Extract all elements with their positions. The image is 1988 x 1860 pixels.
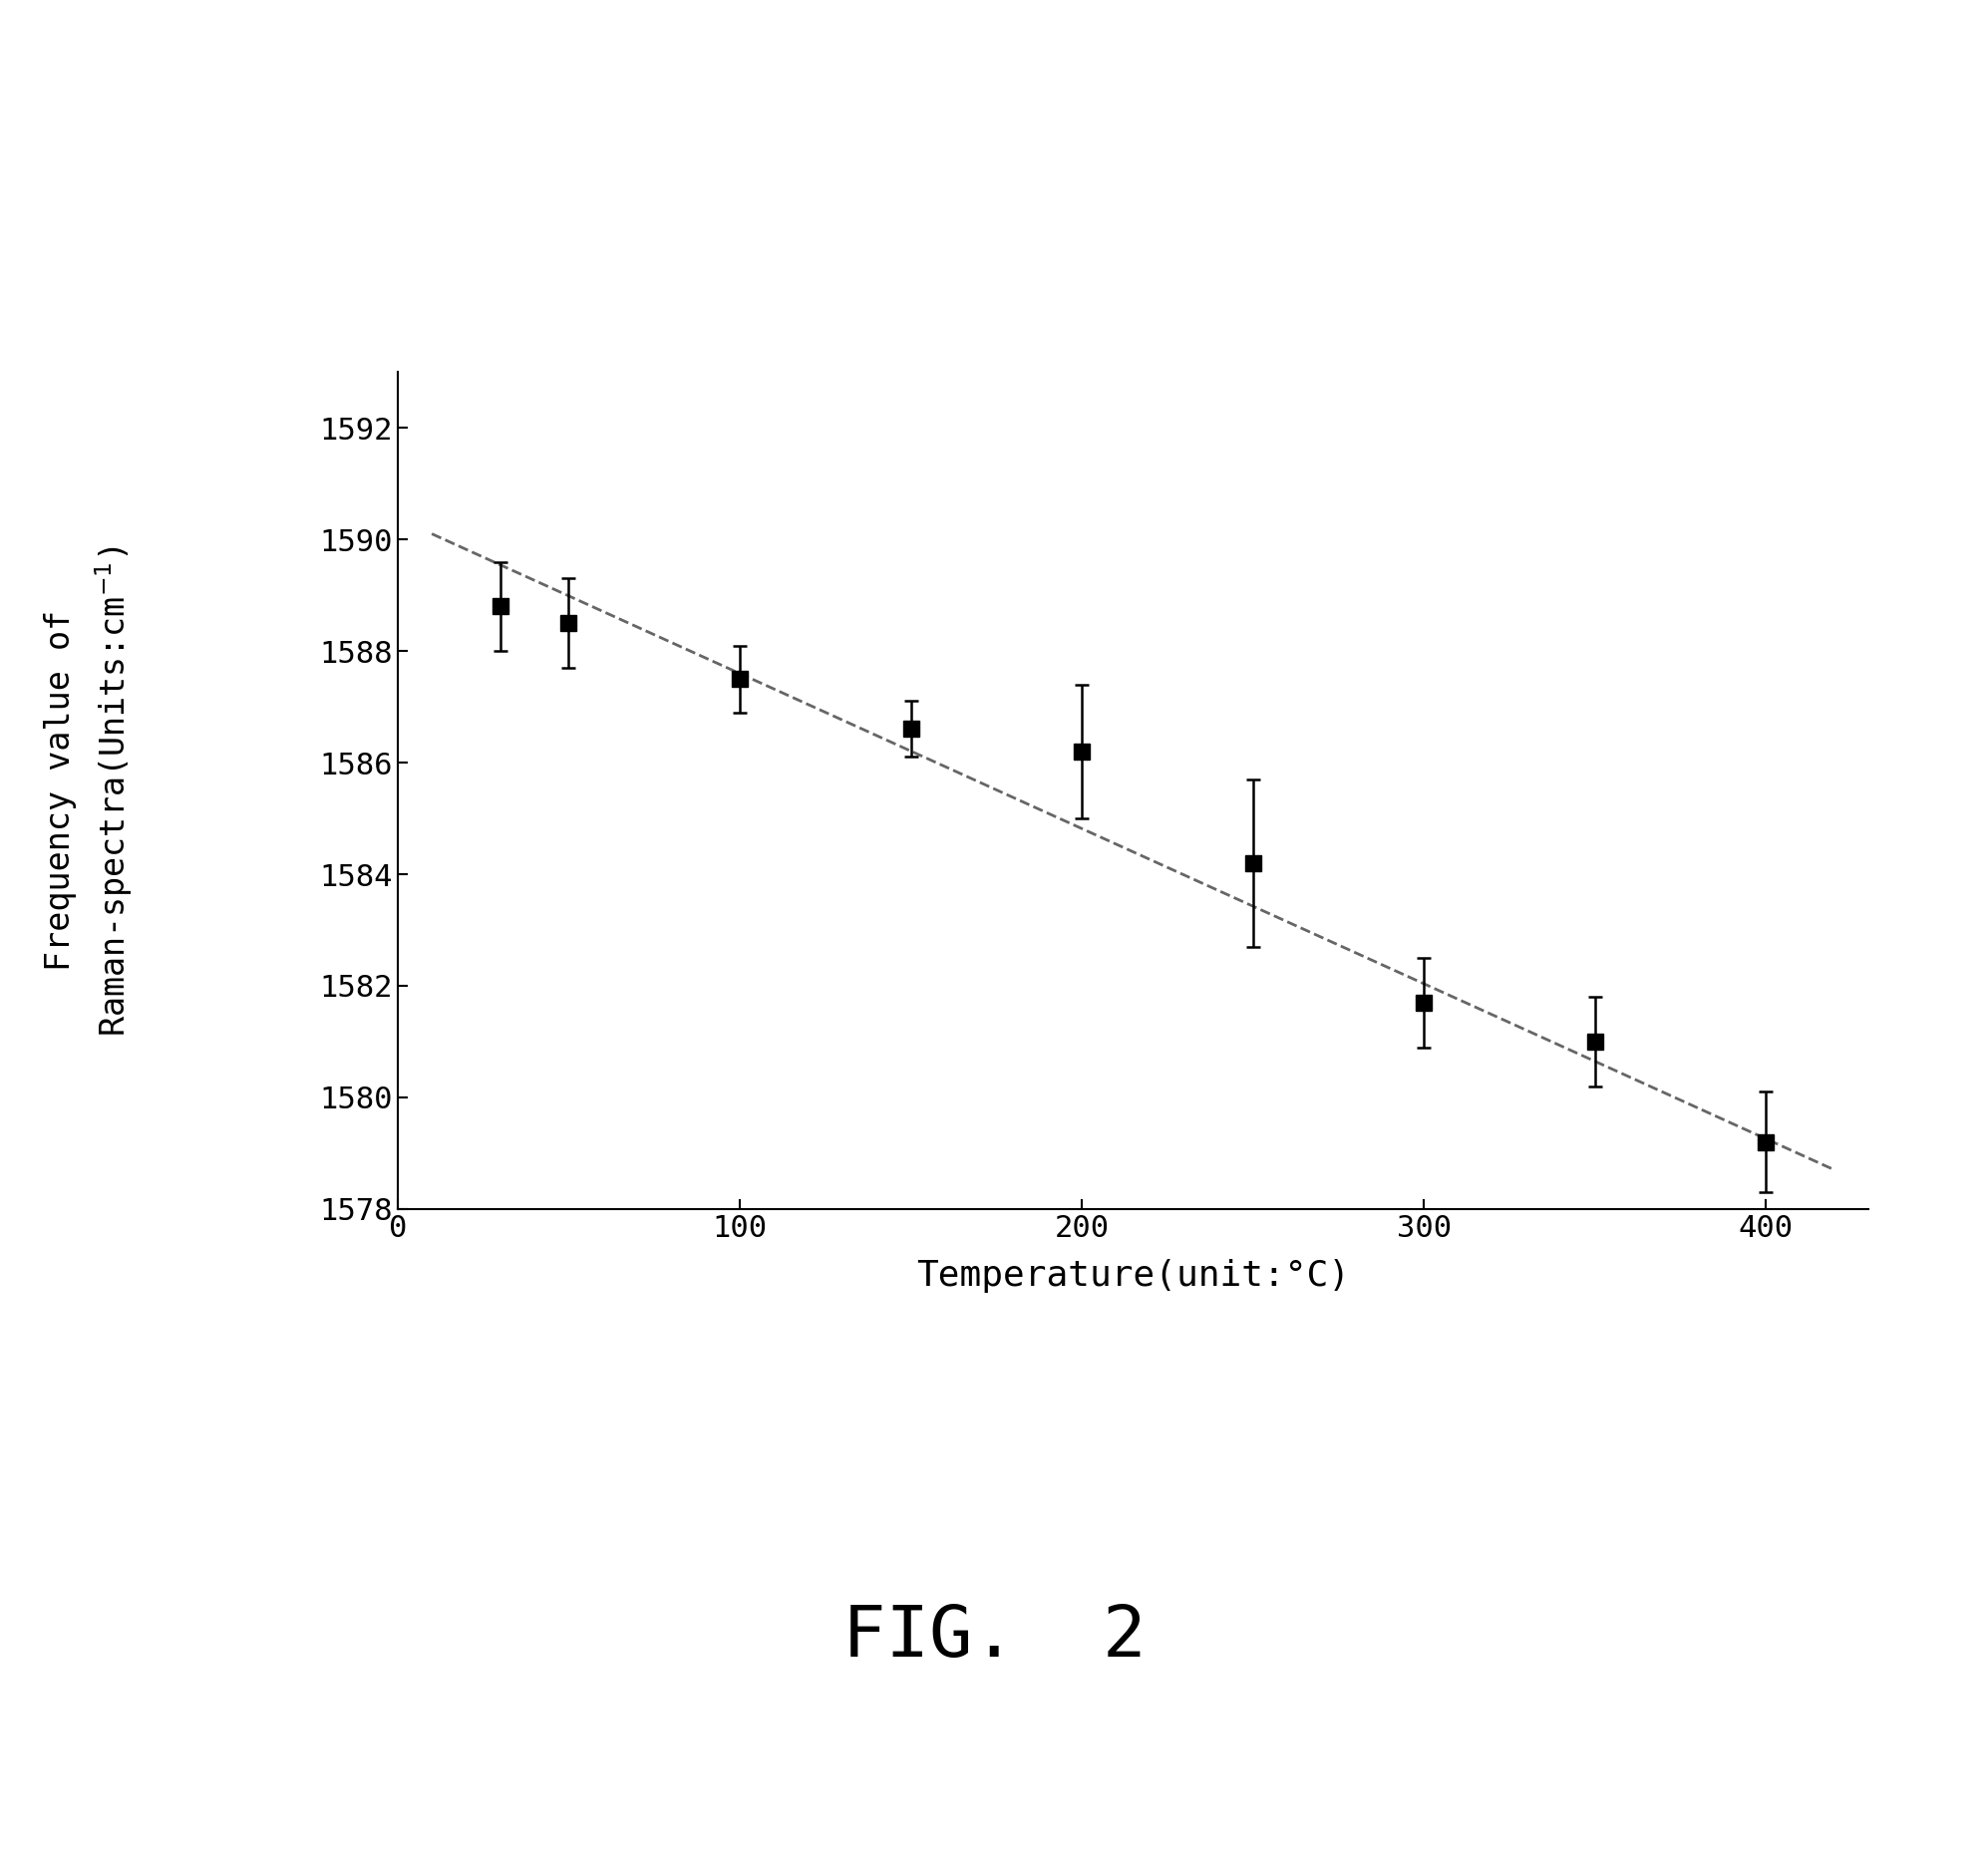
X-axis label: Temperature(unit:°C): Temperature(unit:°C)	[916, 1259, 1350, 1293]
Text: FIG.  2: FIG. 2	[843, 1603, 1145, 1670]
Text: Frequency value of
Raman-spectra(Units:cm$^{-1}$): Frequency value of Raman-spectra(Units:c…	[44, 545, 135, 1036]
